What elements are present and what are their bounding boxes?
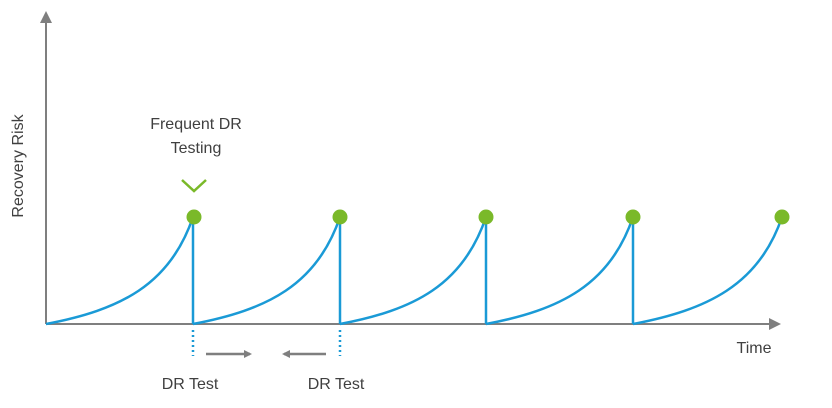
curve-segment: [45, 216, 195, 326]
test-point: [625, 209, 641, 225]
risk-curve: [45, 216, 784, 326]
x-axis-label: Time: [737, 340, 772, 357]
curve-segment: [192, 216, 342, 326]
test-point: [186, 209, 202, 225]
annotation-line: Testing: [171, 140, 222, 157]
test-point: [774, 209, 790, 225]
curve-segment: [485, 216, 635, 326]
test-points: [186, 209, 790, 225]
marker-label: DR Test: [162, 376, 219, 393]
y-axis-label: Recovery Risk: [10, 113, 27, 217]
test-point: [478, 209, 494, 225]
annotation-line: Frequent DR: [150, 116, 242, 133]
curve-segment: [339, 216, 488, 326]
test-point: [332, 209, 348, 225]
curve-segment: [632, 216, 784, 326]
marker-label: DR Test: [308, 376, 365, 393]
chevron: [181, 179, 207, 193]
